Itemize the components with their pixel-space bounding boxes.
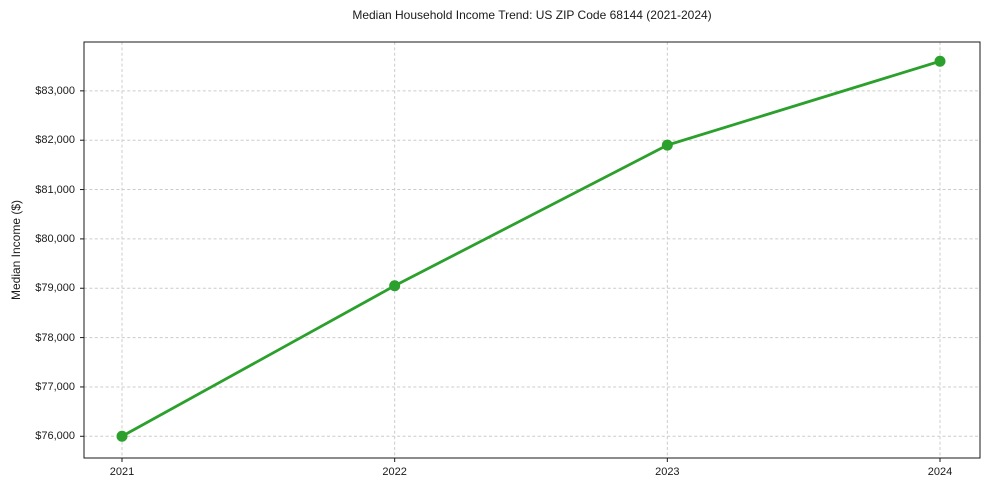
x-tick-label: 2024 [927,466,953,478]
x-tick-label: 2021 [109,466,135,478]
y-tick-label: $82,000 [35,134,75,147]
y-tick-label: $83,000 [35,84,75,97]
y-tick-label: $81,000 [35,183,75,196]
trend-line [120,59,942,438]
x-tick-label: 2023 [655,466,680,478]
y-tick-label: $80,000 [35,232,75,245]
plot-border [83,41,981,459]
y-tick-label: $77,000 [35,380,75,393]
y-tick-label: $79,000 [35,282,75,295]
y-tick-label: $78,000 [35,331,75,344]
x-tick-label: 2022 [382,466,407,478]
chart-title: Median Household Income Trend: US ZIP Co… [352,8,712,22]
y-tick-label: $76,000 [35,430,75,443]
data-point [661,139,673,151]
data-point [934,55,946,67]
data-point [389,280,401,292]
data-point [116,430,128,442]
